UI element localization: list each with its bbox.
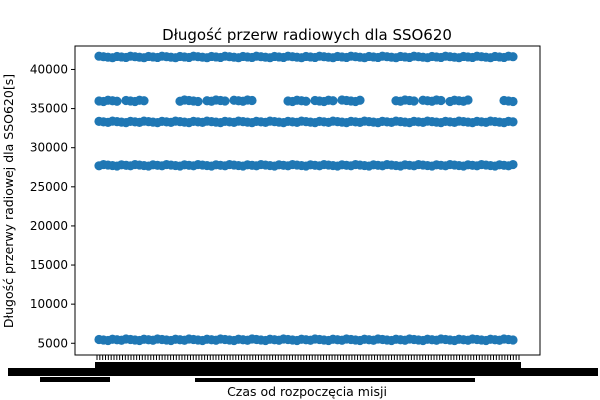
data-point — [409, 96, 419, 106]
data-point — [508, 96, 518, 107]
data-point — [508, 52, 518, 62]
x-axis-ticks — [8, 355, 598, 382]
data-point — [328, 96, 338, 106]
data-point — [508, 335, 518, 345]
x-tick-label-overlap — [255, 366, 465, 372]
data-point — [463, 95, 473, 105]
data-point — [112, 96, 122, 106]
y-tick-label: 15000 — [30, 258, 68, 272]
y-tick-label: 20000 — [30, 219, 68, 233]
x-tick-label-overlap — [95, 362, 521, 369]
x-tick-label-overlap — [420, 366, 460, 373]
data-point — [355, 95, 365, 105]
y-tick-label: 30000 — [30, 141, 68, 155]
data-point — [508, 159, 518, 170]
y-tick-label: 40000 — [30, 62, 68, 76]
plot-area-frame — [74, 45, 541, 356]
data-point — [508, 117, 518, 127]
data-point — [301, 96, 311, 106]
y-axis-label: Długość przerwy radiowej dla SSO620[s] — [1, 74, 16, 328]
chart-title: Długość przerw radiowych dla SSO620 — [162, 26, 452, 44]
x-axis-label: Czas od rozpoczęcia misji — [227, 384, 387, 399]
data-point — [436, 95, 446, 106]
data-point — [220, 96, 230, 106]
data-point — [247, 95, 257, 106]
y-axis-ticks: 5000 10000 15000 20000 25000 30000 35000 40000 — [30, 62, 75, 350]
y-tick-label: 10000 — [30, 297, 68, 311]
y-tick-label: 25000 — [30, 180, 68, 194]
y-tick-label: 5000 — [37, 336, 68, 350]
data-points — [94, 51, 518, 346]
y-tick-label: 35000 — [30, 102, 68, 116]
x-tick-label-overlap — [40, 377, 110, 382]
data-point — [193, 96, 203, 107]
x-tick-label-overlap — [195, 378, 475, 382]
data-point — [139, 96, 149, 106]
